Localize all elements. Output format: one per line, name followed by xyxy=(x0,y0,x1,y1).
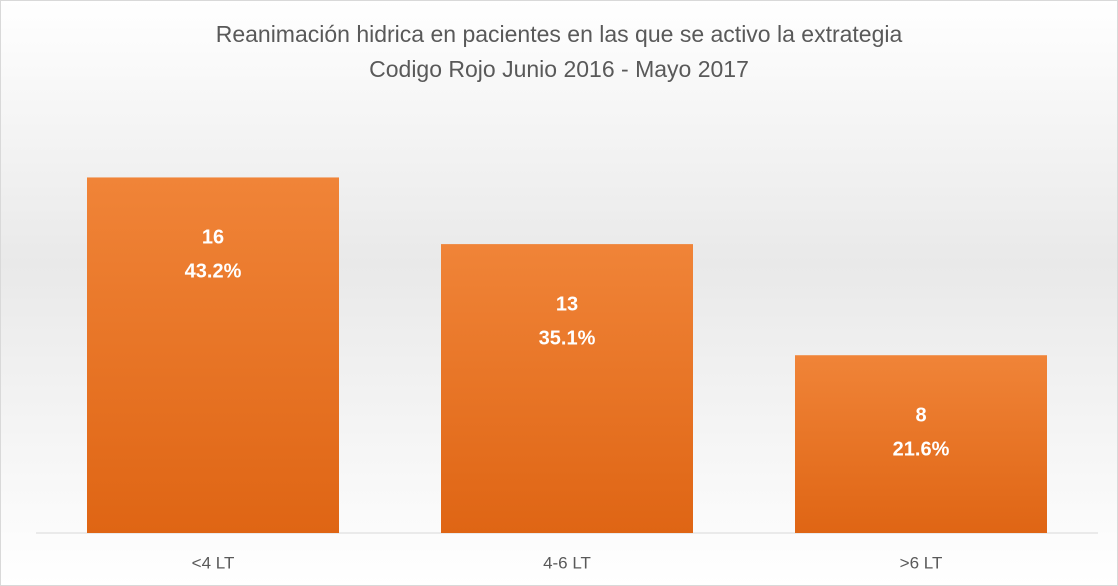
data-label: 8 xyxy=(915,405,926,427)
chart-subtitle: Codigo Rojo Junio 2016 - Mayo 2017 xyxy=(369,56,749,82)
data-label: 13 xyxy=(556,293,578,315)
x-tick-label: >6 LT xyxy=(900,553,943,572)
bar xyxy=(441,244,693,533)
chart-title: Reanimación hidrica en pacientes en las … xyxy=(216,21,903,47)
x-tick-label: <4 LT xyxy=(192,553,235,572)
data-label: 16 xyxy=(202,227,224,249)
percentage-label: 43.2% xyxy=(185,261,242,283)
percentage-label: 21.6% xyxy=(893,439,950,461)
x-tick-label: 4-6 LT xyxy=(543,553,591,572)
bar xyxy=(795,355,1047,533)
bar xyxy=(87,177,339,533)
percentage-label: 35.1% xyxy=(539,327,596,349)
